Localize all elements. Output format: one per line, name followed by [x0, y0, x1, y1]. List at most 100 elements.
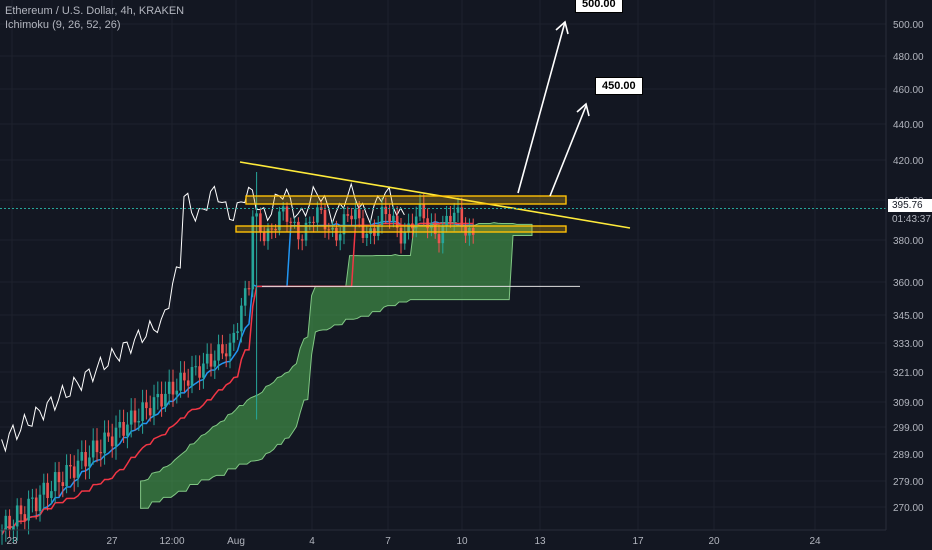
indicator-label[interactable]: Ichimoku (9, 26, 52, 26) — [5, 19, 121, 31]
candle-body — [247, 288, 251, 290]
candle-body — [445, 215, 448, 226]
candle-body — [338, 234, 342, 241]
candle-body — [99, 452, 103, 454]
ichimoku-cloud — [140, 222, 533, 509]
candle-body — [224, 353, 228, 357]
candle-body — [95, 440, 99, 453]
candle-body — [228, 342, 232, 357]
candle-body — [31, 497, 34, 499]
candle-body — [388, 214, 391, 222]
candle-body — [156, 393, 160, 398]
candle-body — [361, 218, 365, 238]
candle-body — [72, 466, 76, 478]
candle-body — [384, 206, 388, 215]
price-tick-label: 309.00 — [893, 398, 924, 409]
candle-body — [80, 452, 84, 461]
candle-body — [240, 305, 243, 332]
kijun-sen-line — [1, 222, 474, 535]
time-tick-label: 10 — [456, 536, 468, 547]
candle-body — [179, 372, 182, 391]
time-tick-label: Aug — [227, 536, 245, 547]
time-tick-label: 17 — [632, 536, 644, 547]
time-tick-label: 12:00 — [159, 536, 184, 547]
candle-body — [285, 206, 289, 222]
time-tick-label: 23 — [6, 536, 18, 547]
candle-body — [331, 227, 334, 230]
candle-body — [221, 344, 224, 354]
candle-body — [433, 223, 437, 235]
target-500-label[interactable]: 500.00 — [575, 0, 623, 13]
candle-body — [426, 218, 429, 229]
chart-legend: Ethereum / U.S. Dollar, 4h, KRAKEN Ichim… — [5, 4, 184, 32]
candle-body — [232, 332, 236, 343]
time-axis[interactable]: 23 27 12:00 Aug 4 7 10 13 17 20 24 — [6, 536, 821, 547]
candle-body — [259, 213, 262, 233]
candle-body — [308, 221, 312, 223]
candle-body — [323, 210, 327, 230]
candle-body — [414, 216, 418, 229]
candle-body — [194, 366, 198, 368]
candle-body — [0, 530, 4, 532]
candle-body — [103, 432, 106, 454]
price-tick-label: 480.00 — [893, 52, 924, 63]
candle-body — [114, 427, 118, 447]
symbol-title[interactable]: Ethereum / U.S. Dollar, 4h, KRAKEN — [5, 5, 185, 17]
candle-body — [34, 497, 38, 512]
candle-body — [209, 353, 213, 367]
candle-body — [76, 460, 80, 478]
tenkan-sen-line — [1, 220, 474, 535]
candle-body — [213, 360, 217, 367]
candle-body — [42, 482, 46, 495]
candle-body — [357, 209, 361, 219]
candle-body — [251, 216, 255, 290]
candle-body — [354, 209, 357, 220]
time-tick-label: 27 — [106, 536, 118, 547]
arrow-450-head — [576, 102, 590, 117]
candle-body — [91, 440, 95, 458]
candle-body — [392, 215, 395, 222]
candle-body — [437, 234, 441, 244]
candle-body — [441, 225, 445, 244]
candle-body — [297, 221, 300, 240]
price-tick-label: 360.00 — [893, 278, 924, 289]
candle-body — [50, 491, 53, 499]
arrow-500-shaft — [517, 21, 566, 194]
candle-body — [369, 228, 372, 234]
candle-body — [110, 436, 114, 447]
candle-body — [422, 204, 426, 219]
candle-body — [8, 515, 11, 531]
candle-body — [452, 212, 456, 222]
candle-body — [274, 228, 277, 231]
candle-body — [464, 226, 467, 236]
price-tick-label: 333.00 — [893, 339, 924, 350]
target-450-label[interactable]: 450.00 — [595, 77, 643, 95]
candle-body — [380, 206, 384, 225]
candle-body — [335, 227, 338, 241]
candle-body — [148, 408, 152, 416]
candle-body — [183, 372, 186, 381]
candle-body — [262, 232, 266, 242]
time-tick-label: 24 — [809, 536, 821, 547]
candle-body — [456, 207, 460, 213]
candle-body — [84, 452, 87, 467]
drawings — [0, 20, 886, 287]
candle-body — [160, 393, 163, 407]
candle-body — [289, 221, 293, 223]
candle-body — [346, 214, 350, 216]
candle-body — [69, 464, 72, 467]
candle-body — [122, 421, 125, 436]
candle-body — [171, 381, 175, 395]
candle-body — [186, 380, 190, 386]
candle-body — [167, 381, 171, 394]
candle-body — [327, 229, 331, 231]
candle-body — [312, 221, 315, 223]
candle-body — [23, 514, 27, 521]
price-tick-label: 289.00 — [893, 450, 924, 461]
candle-body — [19, 505, 23, 515]
price-tick-label: 500.00 — [893, 20, 924, 31]
candle-body — [107, 432, 110, 437]
price-tick-label: 299.00 — [893, 423, 924, 434]
candle-body — [403, 232, 407, 244]
candle-body — [4, 515, 8, 531]
